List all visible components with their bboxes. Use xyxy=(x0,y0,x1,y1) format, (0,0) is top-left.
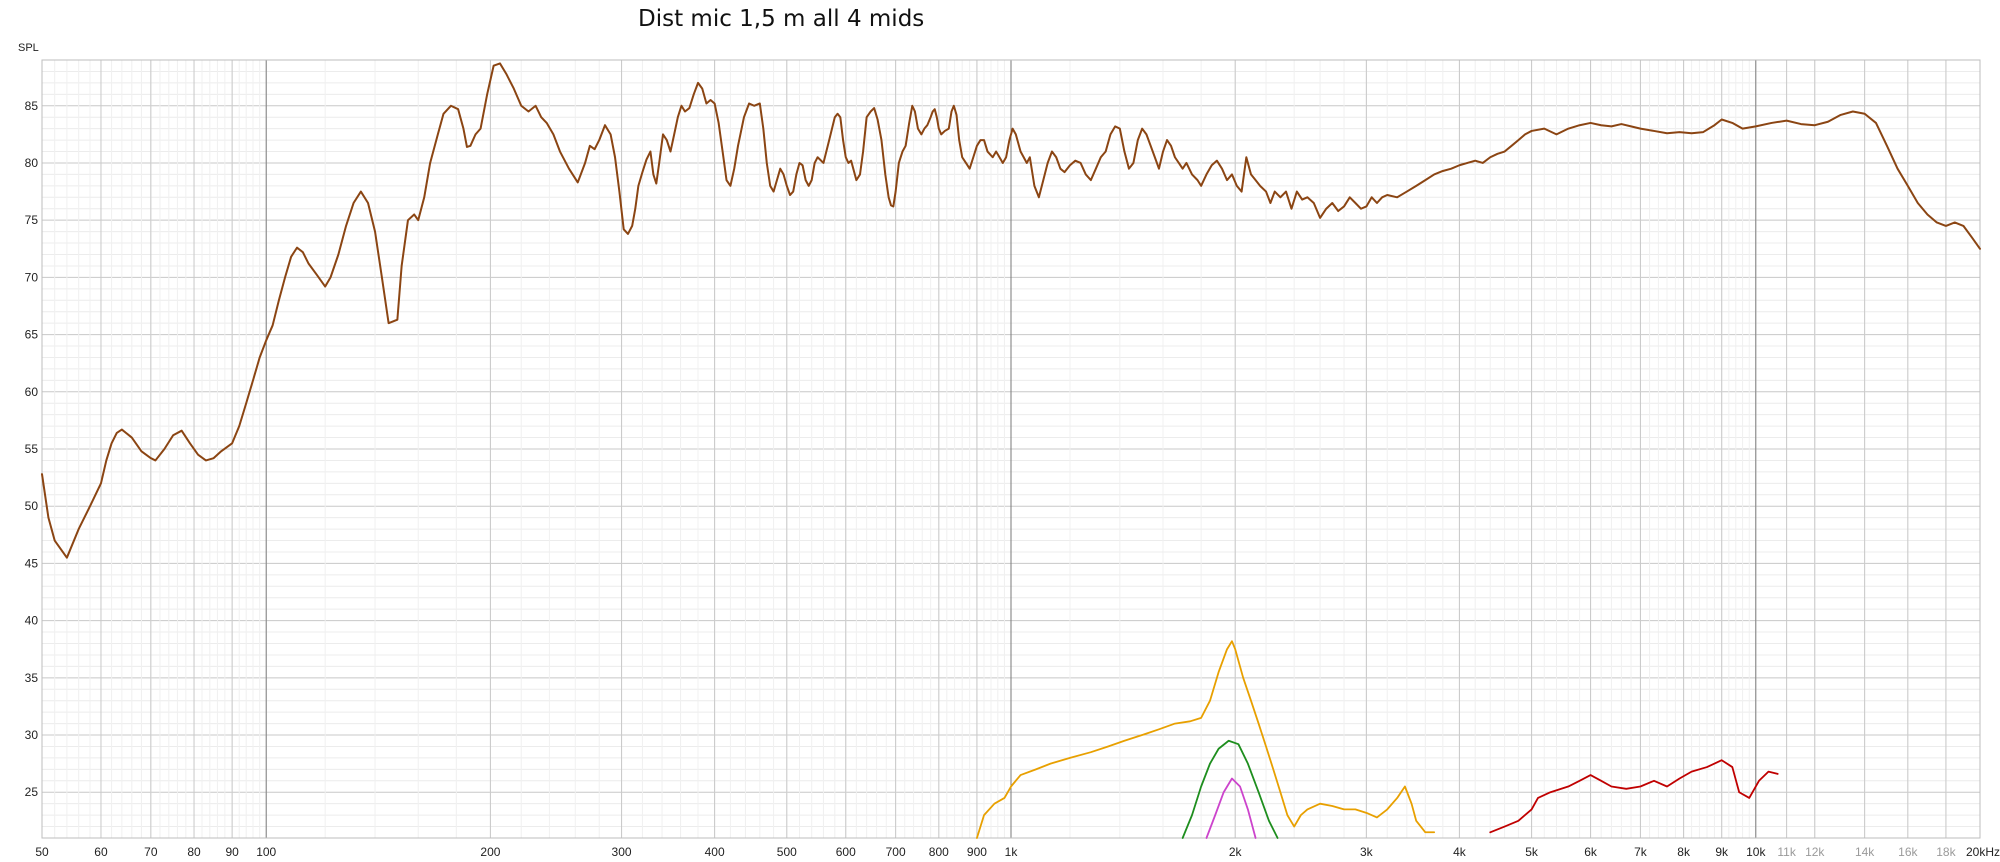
x-tick-label: 3k xyxy=(1360,845,1374,859)
grid-lines xyxy=(41,59,1981,839)
series-line-1 xyxy=(41,62,1981,559)
x-tick-label: 300 xyxy=(612,845,632,859)
y-tick-label: 65 xyxy=(25,328,39,342)
y-tick-label: 40 xyxy=(25,614,39,628)
x-tick-label: 4k xyxy=(1453,845,1467,859)
x-tick-label: 60 xyxy=(94,845,108,859)
x-tick-label: 5k xyxy=(1525,845,1539,859)
x-tick-label: 90 xyxy=(225,845,239,859)
x-tick-label: 600 xyxy=(836,845,856,859)
x-tick-label: 400 xyxy=(705,845,725,859)
x-tick-label: 800 xyxy=(929,845,949,859)
x-tick-label: 100 xyxy=(256,845,276,859)
plot-frame xyxy=(41,59,1981,839)
x-tick-label: 9k xyxy=(1715,845,1729,859)
x-tick-label: 18k xyxy=(1936,845,1956,859)
y-tick-label: 45 xyxy=(25,556,39,570)
y-tick-label: 50 xyxy=(25,499,39,513)
x-tick-label: 12k xyxy=(1805,845,1825,859)
x-tick-label: 900 xyxy=(967,845,987,859)
chart-title: Dist mic 1,5 m all 4 mids xyxy=(638,6,925,32)
y-tick-label: 35 xyxy=(25,671,39,685)
x-tick-label: 500 xyxy=(777,845,797,859)
y-tick-label: 85 xyxy=(25,99,39,113)
series-line-5 xyxy=(1489,759,1779,834)
y-tick-label: 70 xyxy=(25,270,39,284)
series-line-4 xyxy=(1205,777,1257,839)
x-tick-label: 2k xyxy=(1229,845,1243,859)
x-tick-label: 70 xyxy=(144,845,158,859)
x-tick-label: 50 xyxy=(35,845,49,859)
y-tick-label: 60 xyxy=(25,385,39,399)
x-tick-label: 10k xyxy=(1746,845,1766,859)
y-tick-label: 80 xyxy=(25,156,39,170)
x-tick-label: 8k xyxy=(1677,845,1691,859)
x-tick-label: 11k xyxy=(1777,845,1796,859)
series-layer xyxy=(41,62,1981,839)
y-tick-label: 75 xyxy=(25,213,39,227)
x-tick-label: 80 xyxy=(187,845,201,859)
series-line-3 xyxy=(1181,739,1279,839)
x-tick-label: 200 xyxy=(480,845,500,859)
y-axis-unit-label: SPL xyxy=(18,42,39,54)
series-line-2 xyxy=(976,640,1436,839)
x-tick-label: 16k xyxy=(1898,845,1918,859)
tick-labels: 25 30 35 40 45 50 55 60 65 70 75 80 85 50 60 70 80 90 100 2… xyxy=(25,99,2000,859)
x-tick-label: 7k xyxy=(1634,845,1648,859)
x-tick-label: 20kHz xyxy=(1966,845,2000,859)
x-tick-label: 6k xyxy=(1584,845,1598,859)
x-tick-label: 14k xyxy=(1855,845,1875,859)
y-tick-label: 25 xyxy=(25,785,39,799)
y-tick-label: 30 xyxy=(25,728,39,742)
x-tick-label: 700 xyxy=(886,845,906,859)
y-tick-label: 55 xyxy=(25,442,39,456)
x-tick-label: 1k xyxy=(1005,845,1019,859)
